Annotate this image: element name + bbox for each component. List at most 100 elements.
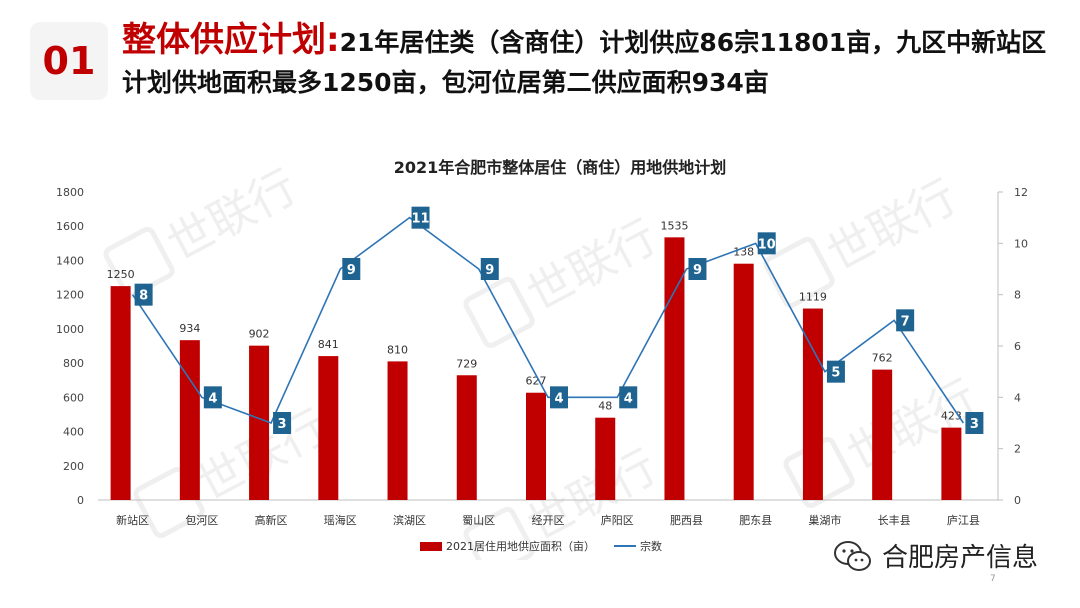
axes: 0200400600800100012001400160018000246810… [56,186,1028,527]
x-tick-label: 长丰县 [878,514,911,527]
count-value-label: 4 [554,391,563,406]
left-y-tick-label: 1200 [56,289,84,302]
left-y-tick-label: 1600 [56,220,84,233]
right-y-tick-label: 12 [1014,186,1028,199]
bar [387,361,408,500]
x-tick-label: 新站区 [116,513,149,527]
line-series: 8 4 3 9 11 9 4 4 9 10 5 7 3 [131,206,984,434]
bar-value-label: 1119 [799,291,827,304]
left-y-tick-label: 400 [63,426,84,439]
count-point-marker [896,309,915,332]
right-y-tick-label: 2 [1014,443,1021,456]
bar [249,345,270,500]
count-point-marker [480,258,499,280]
count-value-label: 8 [139,289,148,304]
right-y-tick-label: 4 [1014,391,1021,404]
bar-value-label: 841 [318,338,339,351]
count-value-label: 10 [758,237,776,252]
watermark-text: 世联行 [518,209,665,321]
bar-value-label: 810 [387,343,408,356]
right-y-tick-label: 0 [1014,494,1021,507]
x-tick-label: 肥东县 [739,514,772,527]
page-number: 7 [990,574,996,584]
section-number-badge: 01 [30,22,108,100]
legend-line-label: 宗数 [640,539,662,553]
x-tick-label: 庐阳区 [601,513,634,527]
bar-value-label: 762 [872,352,893,365]
bar-value-label: 48 [598,400,612,413]
left-y-tick-label: 1800 [56,186,84,199]
x-tick-label: 经开区 [532,514,565,527]
legend-bar-label: 2021居住用地供应面积（亩） [446,539,595,553]
count-point-marker [411,206,430,229]
bar [526,392,546,500]
count-point-marker [273,412,292,434]
watermark-text: 世联行 [158,159,305,271]
count-point-marker [203,386,222,409]
left-y-tick-label: 600 [63,391,84,404]
count-value-label: 3 [970,417,979,432]
headline-text: 21年居住类（含商住）计划供应86宗11801亩，九区中新站区计划供地面积最多1… [122,28,1047,97]
bar [110,286,131,500]
left-y-tick-label: 1400 [56,254,84,267]
bar [664,237,685,500]
count-point-marker [134,283,153,306]
count-point-marker [688,258,707,280]
bar [456,375,477,500]
right-y-tick-label: 10 [1014,237,1028,250]
count-line [131,216,965,425]
x-tick-label: 庐江县 [947,513,980,527]
count-value-label: 5 [831,366,840,381]
bar-value-label: 729 [456,357,477,370]
x-tick-label: 巢湖市 [808,513,841,527]
footer-brand: 合肥房产信息 [882,543,1039,573]
footer-logo: 合肥房产信息 [834,536,1064,580]
headline-accent: 整体供应计划: [122,20,340,60]
count-value-label: 9 [485,263,494,278]
section-number: 01 [42,39,96,83]
watermark-mark: 世联行 [133,399,335,538]
wechat-icon [834,541,871,571]
count-value-label: 4 [624,391,633,406]
x-tick-label: 包河区 [185,514,218,527]
bar [179,340,200,500]
x-tick-label: 瑶海区 [324,513,357,527]
x-tick-label: 滨湖区 [393,513,426,527]
bar [318,356,339,500]
x-tick-label: 肥西县 [670,514,703,527]
left-y-tick-label: 0 [77,494,84,507]
count-point-marker [342,258,361,280]
left-y-tick-label: 1000 [56,323,84,336]
left-y-tick-label: 200 [63,460,84,473]
count-value-label: 9 [693,263,702,278]
left-y-tick-label: 800 [63,357,84,370]
watermark-text: 世联行 [838,369,985,481]
legend-bar-swatch [420,542,442,551]
count-point-marker [619,386,638,409]
chart-title: 2021年合肥市整体居住（商住）用地供地计划 [394,158,727,177]
x-tick-label: 蜀山区 [462,514,495,527]
bar-value-label: 1535 [660,219,688,232]
count-value-label: 7 [901,314,910,329]
bar [802,308,823,500]
right-y-tick-label: 6 [1014,340,1021,353]
bar [872,369,893,500]
count-point-marker [826,360,845,383]
bar-value-label: 934 [179,322,200,335]
header: 01 整体供应计划:21年居住类（含商住）计划供应86宗11801亩，九区中新站… [0,0,1080,120]
bar-value-label: 902 [249,328,270,341]
right-y-tick-label: 8 [1014,289,1021,302]
supply-chart: 世联行世联行世联行世联行世联行世联行 2021年合肥市整体居住（商住）用地供地计… [56,158,1028,560]
count-point-marker [757,232,776,255]
bar-value-label: 1250 [107,268,135,281]
count-point-marker [550,386,568,409]
watermark-logo-icon [463,506,535,560]
bar [733,263,754,500]
watermark-logo-icon [463,276,535,348]
watermark-mark: 世联行 [763,169,965,308]
bar [941,427,962,500]
legend: 2021居住用地供应面积（亩） 宗数 [420,539,662,553]
watermark-logo-icon [763,236,835,308]
count-point-marker [965,412,984,434]
